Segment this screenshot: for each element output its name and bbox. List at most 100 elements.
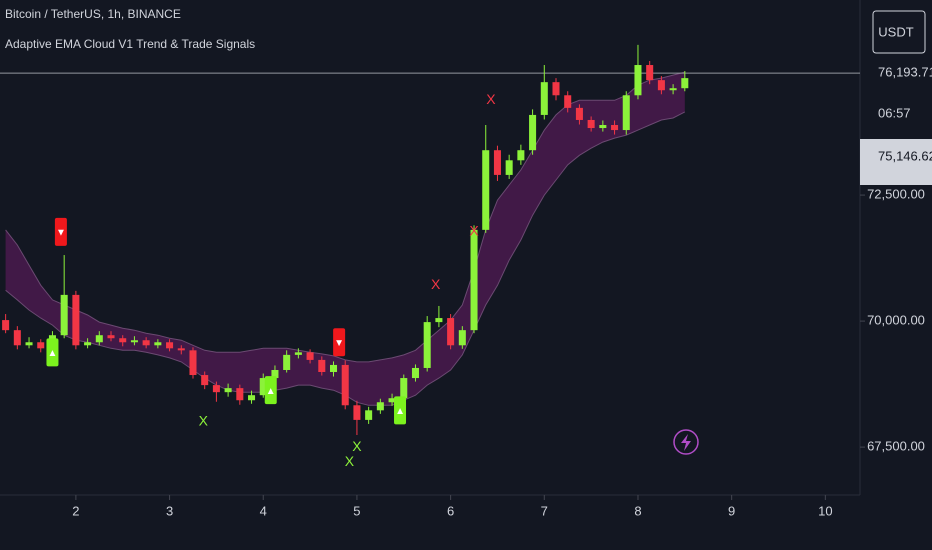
candle-body (411, 367, 419, 379)
currency-button-label[interactable]: USDT (878, 24, 913, 39)
cloud-upper (5, 71, 685, 363)
candle-body (318, 359, 326, 373)
exit-marker: X (352, 438, 362, 454)
last-price-label: 76,193.71 (878, 64, 932, 79)
buy-signal-glyph: ▲ (395, 406, 405, 417)
countdown: 06:57 (878, 105, 911, 120)
candle-body (166, 342, 174, 349)
currency-button[interactable] (872, 10, 926, 54)
buy-signal (264, 376, 277, 405)
candle-body (283, 354, 291, 370)
buy-signal (46, 338, 59, 367)
crosshair-box (860, 139, 932, 185)
alert-icon[interactable] (673, 429, 699, 455)
candle-body (84, 342, 92, 346)
exit-marker: X (431, 276, 441, 292)
candle-body (329, 364, 338, 373)
candle-body (142, 340, 150, 346)
candle-body (119, 338, 127, 343)
candle-body (611, 125, 619, 131)
candle-body (177, 348, 185, 351)
x-tick-label: 8 (634, 503, 641, 518)
candle-body (365, 410, 373, 420)
candle-body (107, 335, 115, 339)
x-tick-label: 3 (166, 503, 173, 518)
candle-body (447, 318, 455, 346)
x-tick-label: 10 (818, 503, 832, 518)
candle-body (482, 150, 490, 230)
candle-body (154, 342, 162, 346)
candle-body (681, 78, 689, 89)
candle-body (95, 335, 103, 343)
candle-body (400, 378, 408, 399)
chart-title: Bitcoin / TetherUS, 1h, BINANCE (5, 7, 181, 21)
ema-cloud (5, 72, 685, 406)
candle-body (599, 125, 607, 129)
candle-body (646, 65, 654, 81)
sell-signal-glyph: ▼ (334, 338, 344, 349)
y-tick-label: 67,500.00 (867, 439, 925, 454)
candle-body (435, 318, 443, 323)
candle-body (2, 320, 10, 331)
candle-body (13, 330, 21, 346)
x-tick-label: 4 (260, 503, 267, 518)
candle-body (423, 322, 431, 368)
candle-body (25, 342, 33, 346)
candle-body (622, 95, 630, 131)
candle-body (72, 294, 80, 346)
candle-body (224, 388, 232, 393)
candle-body (505, 160, 513, 175)
candle-body (189, 350, 197, 376)
y-tick-label: 70,000.00 (867, 313, 925, 328)
candle-body (37, 342, 45, 349)
exit-marker: X (469, 223, 479, 239)
candle-body (552, 82, 560, 96)
x-tick-label: 5 (353, 503, 360, 518)
candle-body (212, 385, 220, 393)
candle-body (388, 398, 396, 403)
alert-icon-bolt (681, 434, 691, 451)
candle-body (458, 330, 466, 346)
candle-body (575, 107, 583, 120)
candle-body (201, 375, 209, 386)
candle-body (259, 378, 267, 396)
candle-body (271, 369, 279, 379)
candle-body (306, 352, 314, 360)
buy-signal-glyph: ▲ (266, 386, 276, 397)
candle-body (470, 229, 478, 331)
candle-body (657, 80, 665, 91)
x-tick-label: 9 (728, 503, 735, 518)
candle-body (529, 114, 537, 151)
indicator-name: Adaptive EMA Cloud V1 Trend & Trade Sign… (5, 37, 255, 51)
candle-body (60, 294, 68, 336)
candle-body (540, 82, 548, 115)
exit-marker: X (199, 413, 209, 429)
candle-body (564, 95, 572, 108)
candle-body (294, 352, 302, 355)
x-tick-label: 6 (447, 503, 454, 518)
candle-body (517, 150, 525, 161)
exit-marker: X (345, 453, 355, 469)
sell-signal (333, 328, 346, 357)
buy-signal (394, 396, 407, 425)
candle-body (341, 364, 349, 406)
crosshair-label: 75,146.62 (878, 148, 932, 163)
candle-body (587, 119, 595, 129)
buy-signal-glyph: ▲ (48, 348, 58, 359)
candle-body (130, 340, 138, 343)
sell-signal-glyph: ▼ (56, 228, 66, 239)
y-tick-label: 72,500.00 (867, 187, 925, 202)
exit-marker: X (486, 91, 496, 107)
candle-body (236, 388, 244, 401)
candle-body (376, 402, 384, 411)
candle-body (493, 150, 501, 175)
x-tick-label: 7 (541, 503, 548, 518)
x-tick-label: 2 (72, 503, 79, 518)
candle-body (248, 395, 256, 401)
sell-signal (54, 217, 67, 246)
candle-body (353, 405, 361, 420)
